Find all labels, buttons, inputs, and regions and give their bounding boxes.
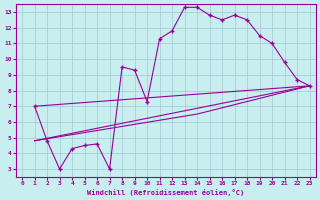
X-axis label: Windchill (Refroidissement éolien,°C): Windchill (Refroidissement éolien,°C): [87, 189, 244, 196]
